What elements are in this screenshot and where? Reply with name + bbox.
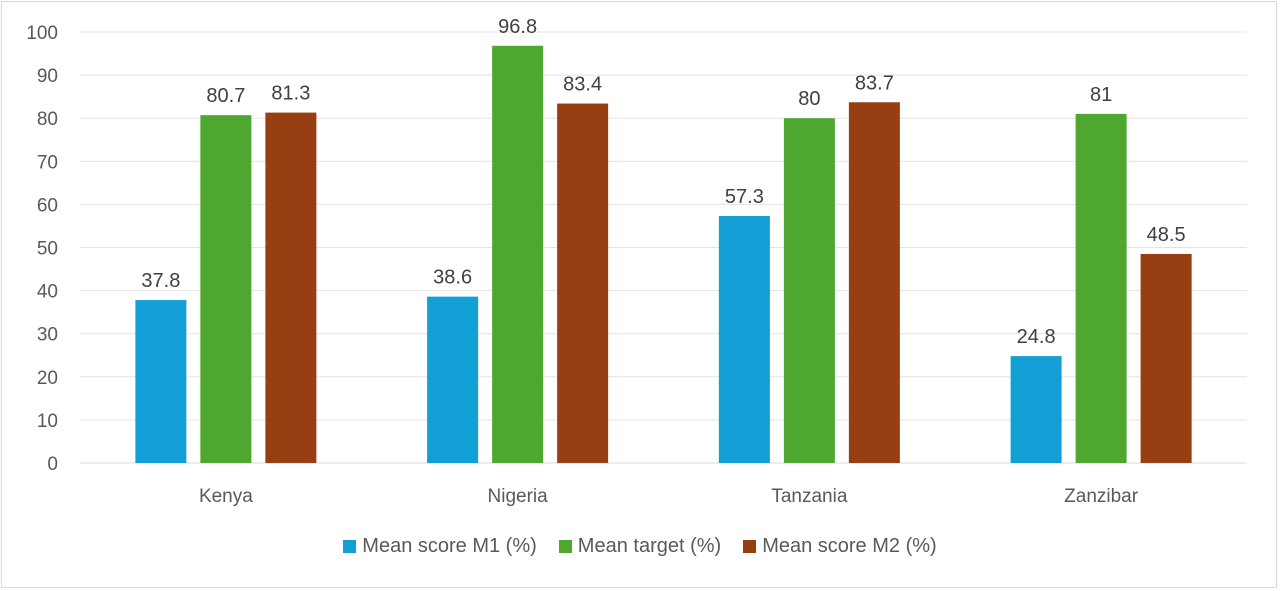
y-tick-label: 30 bbox=[37, 325, 58, 346]
x-tick-label: Tanzania bbox=[771, 486, 847, 507]
bar bbox=[718, 216, 770, 463]
legend-item: Mean target (%) bbox=[558, 535, 722, 558]
legend-label: Mean score M1 (%) bbox=[362, 535, 537, 557]
y-tick-label: 70 bbox=[37, 152, 58, 173]
bar bbox=[200, 115, 252, 464]
bar bbox=[427, 296, 479, 463]
y-tick-label: 20 bbox=[37, 368, 58, 389]
bar bbox=[492, 45, 544, 464]
x-tick-label: Kenya bbox=[199, 486, 253, 507]
bar bbox=[783, 118, 835, 463]
x-axis-ticks: Kenya Nigeria Tanzania Zanzibar bbox=[199, 486, 1139, 507]
data-label: 96.8 bbox=[498, 16, 537, 38]
legend-item: Mean score M1 (%) bbox=[343, 535, 537, 558]
data-label: 80.7 bbox=[206, 85, 245, 107]
y-tick-label: 10 bbox=[37, 411, 58, 432]
bar bbox=[848, 102, 900, 464]
legend-swatch bbox=[558, 540, 572, 553]
y-tick-label: 90 bbox=[37, 66, 58, 87]
data-label: 81 bbox=[1090, 84, 1112, 106]
data-label: 83.7 bbox=[855, 72, 894, 94]
y-tick-label: 80 bbox=[37, 109, 58, 130]
y-tick-label: 100 bbox=[26, 23, 58, 44]
data-label: 37.8 bbox=[141, 270, 180, 292]
legend-item: Mean score M2 (%) bbox=[743, 535, 937, 558]
bar bbox=[135, 300, 187, 463]
data-labels: 37.8 80.7 81.3 38.6 96.8 83.4 57.3 80 83.7 24.8 81… bbox=[141, 16, 1185, 348]
bar bbox=[1140, 253, 1192, 463]
y-axis-ticks: 0 10 20 30 40 50 60 70 80 90 100 bbox=[26, 23, 58, 475]
data-label: 24.8 bbox=[1017, 326, 1056, 348]
y-tick-label: 40 bbox=[37, 282, 58, 303]
legend-swatch bbox=[343, 540, 357, 553]
data-label: 38.6 bbox=[433, 267, 472, 289]
bar bbox=[1075, 113, 1127, 463]
legend: Mean score M1 (%) Mean target (%) Mean sco… bbox=[0, 535, 1280, 558]
gridlines bbox=[80, 31, 1247, 464]
data-label: 57.3 bbox=[725, 186, 764, 208]
data-label: 83.4 bbox=[563, 74, 602, 96]
x-tick-label: Nigeria bbox=[488, 486, 549, 507]
bar bbox=[557, 103, 609, 464]
bar bbox=[1010, 356, 1062, 463]
legend-label: Mean score M2 (%) bbox=[762, 535, 937, 557]
bar bbox=[265, 112, 317, 464]
data-label: 48.5 bbox=[1147, 224, 1186, 246]
data-label: 81.3 bbox=[271, 83, 310, 105]
x-tick-label: Zanzibar bbox=[1064, 486, 1139, 507]
legend-label: Mean target (%) bbox=[577, 535, 722, 557]
legend-swatch bbox=[743, 540, 757, 553]
y-tick-label: 0 bbox=[47, 454, 58, 475]
bars bbox=[135, 45, 1192, 464]
y-tick-label: 60 bbox=[37, 195, 58, 216]
y-tick-label: 50 bbox=[37, 239, 58, 260]
data-label: 80 bbox=[798, 88, 820, 110]
